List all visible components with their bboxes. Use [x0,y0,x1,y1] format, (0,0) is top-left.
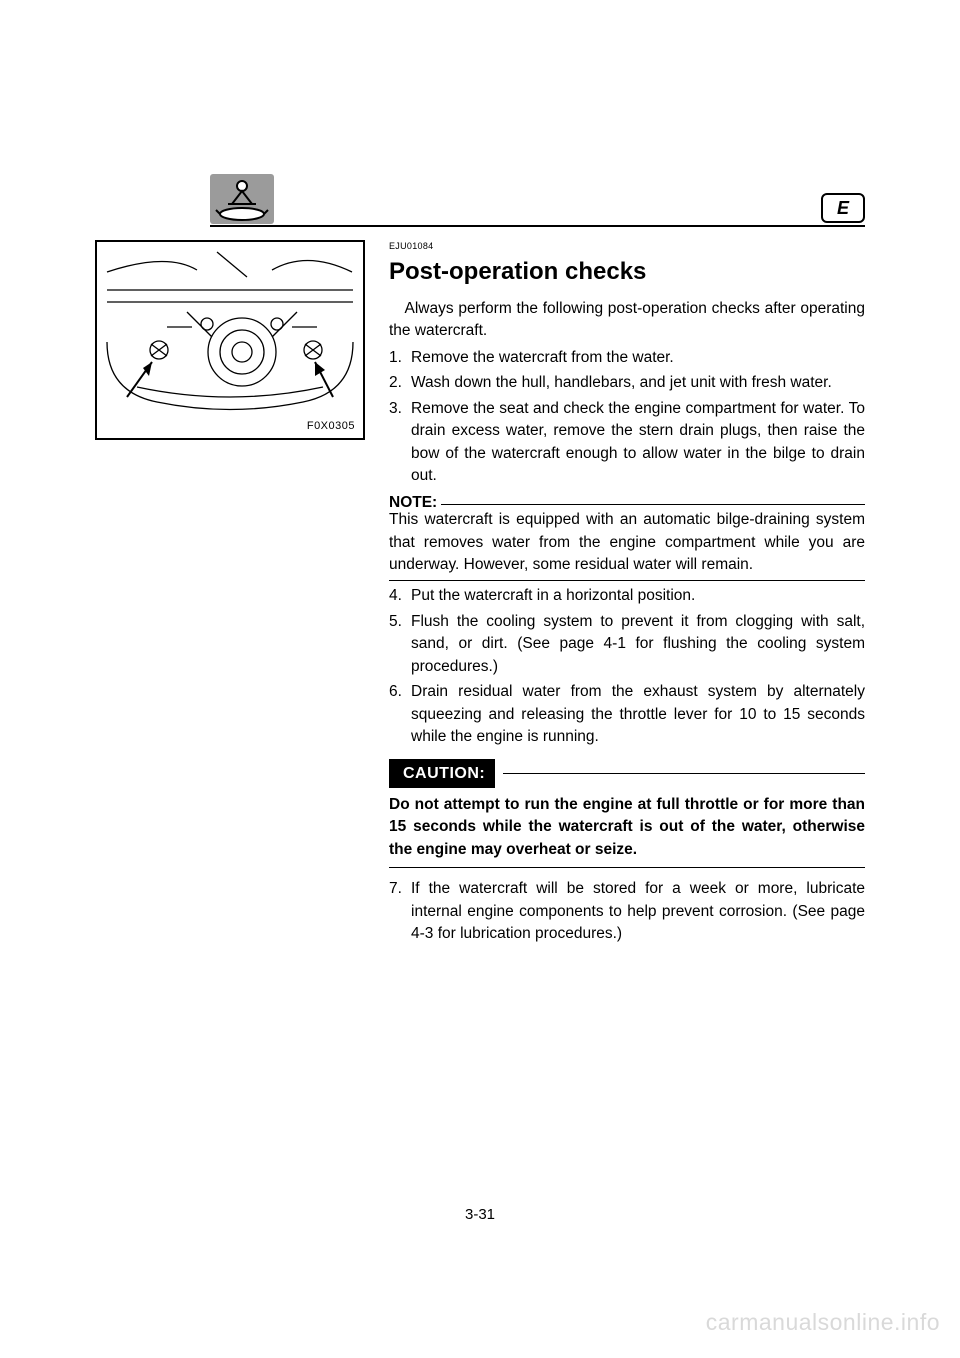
step-number: 1. [389,347,411,369]
doc-code: EJU01084 [389,240,865,253]
language-badge: E [821,193,865,223]
step-number: 3. [389,398,411,488]
list-item: 2.Wash down the hull, handlebars, and je… [389,372,865,394]
note-rule-bottom [389,580,865,581]
step-number: 5. [389,611,411,678]
list-item: 4.Put the watercraft in a horizontal pos… [389,585,865,607]
note-block: NOTE: This watercraft is equipped with a… [389,492,865,582]
step-number: 6. [389,681,411,748]
step-text: Remove the seat and check the engine com… [411,398,865,488]
list-item: 6.Drain residual water from the exhaust … [389,681,865,748]
drain-plug-figure: F0X0305 [95,240,365,440]
step-text: Flush the cooling system to prevent it f… [411,611,865,678]
intro-paragraph: Always perform the following post-operat… [389,298,865,343]
content-columns: F0X0305 EJU01084 Post-operation checks A… [95,240,865,950]
steps-list-b: 4.Put the watercraft in a horizontal pos… [389,585,865,748]
page-number: 3-31 [0,1206,960,1223]
steps-list-c: 7.If the watercraft will be stored for a… [389,878,865,945]
step-text: Put the watercraft in a horizontal posit… [411,585,865,607]
caution-rule-bottom [389,867,865,868]
header-rule [210,225,865,227]
caution-rule [503,773,865,774]
step-number: 7. [389,878,411,945]
section-title: Post-operation checks [389,255,865,290]
caution-badge: CAUTION: [389,759,495,788]
step-number: 4. [389,585,411,607]
step-text: Wash down the hull, handlebars, and jet … [411,372,865,394]
list-item: 1.Remove the watercraft from the water. [389,347,865,369]
steps-list-a: 1.Remove the watercraft from the water. … [389,347,865,488]
rider-icon [210,174,274,224]
left-column: F0X0305 [95,240,365,950]
caution-body: Do not attempt to run the engine at full… [389,794,865,861]
right-column: EJU01084 Post-operation checks Always pe… [389,240,865,950]
caution-header: CAUTION: [389,759,865,788]
list-item: 3.Remove the seat and check the engine c… [389,398,865,488]
figure-caption: F0X0305 [307,420,355,432]
watermark: carmanualsonline.info [706,1309,940,1336]
note-body: This watercraft is equipped with an auto… [389,509,865,576]
step-text: Drain residual water from the exhaust sy… [411,681,865,748]
note-rule-top [441,504,865,505]
list-item: 7.If the watercraft will be stored for a… [389,878,865,945]
step-number: 2. [389,372,411,394]
step-text: If the watercraft will be stored for a w… [411,878,865,945]
manual-page: E [0,0,960,1358]
step-text: Remove the watercraft from the water. [411,347,865,369]
list-item: 5.Flush the cooling system to prevent it… [389,611,865,678]
